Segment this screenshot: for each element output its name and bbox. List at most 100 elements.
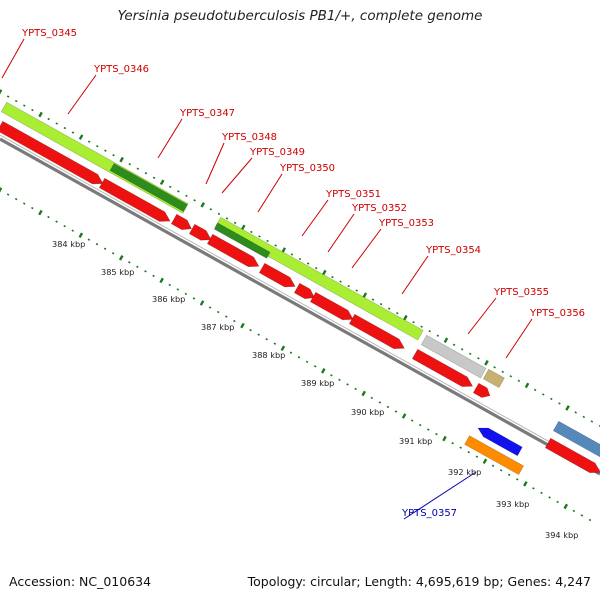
tick (306, 262, 310, 265)
tick (331, 275, 334, 279)
tick (314, 266, 318, 270)
tick (168, 283, 171, 287)
tick (482, 458, 488, 465)
tick (31, 206, 34, 210)
feature-light-green (214, 216, 424, 341)
feature-orange (464, 435, 525, 476)
tick (136, 265, 139, 269)
leader-line (505, 318, 533, 359)
tick (87, 238, 91, 241)
gene-label: YPTS_0356 (529, 308, 585, 319)
tick (443, 337, 449, 344)
tick (14, 99, 18, 103)
tick (159, 179, 165, 186)
tick (540, 491, 543, 495)
tick (378, 401, 382, 404)
tick (6, 193, 10, 196)
cds-arrow-12 (544, 437, 600, 474)
backbone-track (0, 134, 600, 476)
tick (298, 257, 302, 261)
tick (217, 212, 221, 216)
tick (14, 197, 18, 201)
tick (338, 378, 341, 382)
tick (339, 280, 342, 283)
tick (192, 297, 196, 300)
tick (176, 288, 180, 291)
feature-dark-green (213, 222, 271, 259)
tick (209, 208, 213, 211)
gene-labels: YPTS_0345 YPTS_0346 YPTS_0347 YPTS_0348 YPTS… (21, 28, 585, 519)
scale-label: 384 kbp (52, 239, 85, 249)
tick (442, 435, 447, 442)
tick (71, 229, 75, 232)
tick-marks (0, 89, 600, 522)
leader-line (257, 173, 283, 213)
tick (412, 321, 415, 324)
tick (95, 243, 99, 246)
gene-label: YPTS_0353 (378, 218, 434, 229)
tick (459, 446, 462, 449)
tick (386, 405, 390, 409)
tick (144, 172, 148, 175)
tick (590, 420, 594, 423)
leader-line (157, 118, 183, 159)
tick (580, 514, 584, 517)
tick (588, 518, 592, 522)
tick (6, 95, 10, 98)
tick (258, 235, 261, 238)
backbone-line (0, 137, 600, 476)
tick (427, 428, 430, 431)
cds-arrow-11 (472, 382, 491, 398)
cds-arrow-10 (411, 348, 474, 387)
tick (23, 104, 26, 107)
tick (524, 382, 530, 389)
tick (550, 397, 553, 401)
tick (499, 469, 503, 472)
leader-line (351, 228, 382, 269)
gene-label: YPTS_0352 (351, 203, 407, 214)
cds-arrow-3 (170, 213, 192, 231)
tick (240, 224, 246, 231)
feature-blue (477, 427, 523, 457)
tick (355, 289, 359, 292)
tick (22, 202, 26, 205)
tick (96, 144, 99, 148)
gene-label: YPTS_0350 (279, 163, 335, 174)
tick (396, 311, 399, 315)
tick (297, 356, 301, 359)
tick (0, 187, 3, 193)
tick (118, 255, 124, 261)
tick (484, 360, 489, 366)
tick (199, 300, 205, 306)
gene-label: YPTS_0354 (425, 245, 481, 256)
tick (574, 411, 577, 414)
tick (250, 230, 253, 234)
gene-label: YPTS_0348 (221, 132, 277, 143)
scale-label: 389 kbp (301, 378, 334, 388)
feature-gray (420, 334, 487, 379)
tick (152, 176, 156, 179)
tick (280, 345, 286, 351)
leader-line (205, 142, 225, 185)
tick (55, 220, 58, 223)
tick (556, 500, 559, 504)
tick (541, 393, 545, 396)
map-title: Yersinia pseudotuberculosis PB1/+, compl… (117, 8, 483, 24)
tick (184, 292, 188, 296)
scale-label: 391 kbp (399, 436, 432, 446)
accession-text: Accession: NC_010634 (9, 574, 152, 589)
tick (509, 375, 513, 378)
gene-label: YPTS_0346 (93, 64, 149, 75)
tick (548, 496, 551, 499)
tick (144, 270, 147, 273)
tick (290, 253, 294, 256)
tick (346, 383, 349, 386)
tick (119, 156, 124, 163)
label-leaders (1, 38, 533, 520)
feature-dark-green (109, 163, 188, 212)
tick (361, 390, 366, 397)
tick (193, 199, 196, 202)
tick (38, 209, 43, 216)
tick (379, 302, 383, 306)
